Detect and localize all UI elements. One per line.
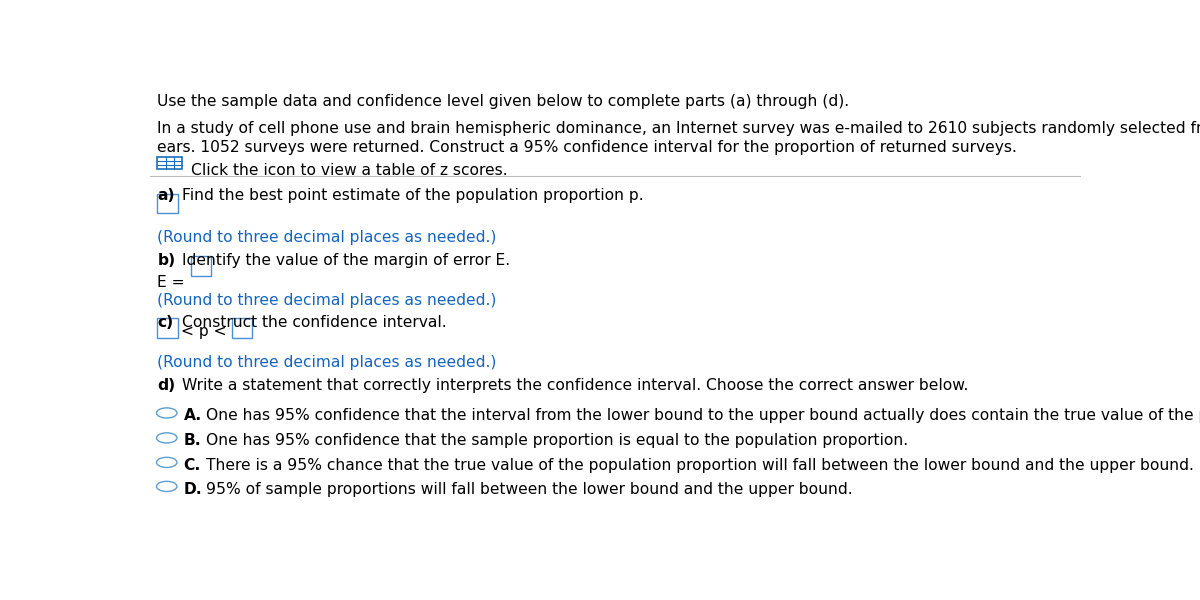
Text: d): d) xyxy=(157,378,175,393)
Text: One has 95% confidence that the interval from the lower bound to the upper bound: One has 95% confidence that the interval… xyxy=(206,409,1200,424)
Circle shape xyxy=(156,433,176,443)
FancyBboxPatch shape xyxy=(157,194,178,213)
Text: C.: C. xyxy=(184,458,200,473)
Circle shape xyxy=(156,408,176,418)
Text: a): a) xyxy=(157,188,175,203)
Circle shape xyxy=(156,481,176,491)
Text: Write a statement that correctly interprets the confidence interval. Choose the : Write a statement that correctly interpr… xyxy=(181,378,968,393)
Text: c): c) xyxy=(157,316,174,331)
Text: Click the icon to view a table of z scores.: Click the icon to view a table of z scor… xyxy=(191,163,508,178)
Text: 95% of sample proportions will fall between the lower bound and the upper bound.: 95% of sample proportions will fall betw… xyxy=(206,482,852,497)
Text: There is a 95% chance that the true value of the population proportion will fall: There is a 95% chance that the true valu… xyxy=(206,458,1194,473)
Text: E =: E = xyxy=(157,275,185,290)
Text: D.: D. xyxy=(184,482,203,497)
Text: (Round to three decimal places as needed.): (Round to three decimal places as needed… xyxy=(157,230,497,245)
FancyBboxPatch shape xyxy=(191,256,211,276)
Circle shape xyxy=(156,457,176,467)
Text: Construct the confidence interval.: Construct the confidence interval. xyxy=(181,316,446,331)
Text: In a study of cell phone use and brain hemispheric dominance, an Internet survey: In a study of cell phone use and brain h… xyxy=(157,121,1200,136)
Text: < p <: < p < xyxy=(181,324,227,339)
Text: ears. 1052 surveys were returned. Construct a 95% confidence interval for the pr: ears. 1052 surveys were returned. Constr… xyxy=(157,140,1018,155)
FancyBboxPatch shape xyxy=(157,157,181,169)
FancyBboxPatch shape xyxy=(232,318,252,338)
Text: Identify the value of the margin of error E.: Identify the value of the margin of erro… xyxy=(181,253,510,268)
Text: (Round to three decimal places as needed.): (Round to three decimal places as needed… xyxy=(157,355,497,370)
Text: B.: B. xyxy=(184,433,202,448)
Text: (Round to three decimal places as needed.): (Round to three decimal places as needed… xyxy=(157,293,497,308)
Text: One has 95% confidence that the sample proportion is equal to the population pro: One has 95% confidence that the sample p… xyxy=(206,433,908,448)
Text: A.: A. xyxy=(184,409,202,424)
Text: Use the sample data and confidence level given below to complete parts (a) throu: Use the sample data and confidence level… xyxy=(157,94,850,109)
Text: Find the best point estimate of the population proportion p.: Find the best point estimate of the popu… xyxy=(181,188,643,203)
Text: b): b) xyxy=(157,253,175,268)
FancyBboxPatch shape xyxy=(157,318,178,338)
